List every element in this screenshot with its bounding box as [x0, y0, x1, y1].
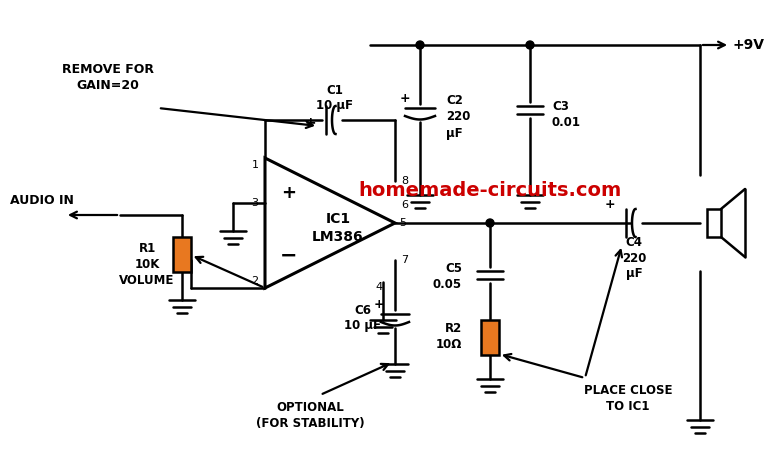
Text: 2: 2	[252, 276, 259, 286]
Text: C1
10 μF: C1 10 μF	[317, 84, 354, 113]
Text: R1
10K
VOLUME: R1 10K VOLUME	[120, 243, 174, 287]
Text: −: −	[280, 246, 298, 266]
Bar	[173, 238, 191, 272]
Text: +: +	[400, 93, 410, 106]
Text: C2
220
μF: C2 220 μF	[446, 94, 470, 140]
Text: AUDIO IN: AUDIO IN	[10, 194, 74, 207]
Text: IC1
LM386: IC1 LM386	[312, 213, 364, 244]
Text: 5: 5	[399, 218, 407, 228]
Text: 1: 1	[252, 160, 259, 170]
Text: C3
0.01: C3 0.01	[552, 100, 581, 129]
Text: +: +	[374, 298, 384, 311]
Text: R2
10Ω: R2 10Ω	[435, 323, 462, 352]
Text: 3: 3	[252, 199, 259, 208]
Text: PLACE CLOSE
TO IC1: PLACE CLOSE TO IC1	[584, 384, 672, 412]
Text: REMOVE FOR
GAIN=20: REMOVE FOR GAIN=20	[62, 64, 154, 93]
Text: homemade-circuits.com: homemade-circuits.com	[358, 180, 621, 199]
Bar	[707, 209, 721, 237]
Text: +: +	[604, 199, 615, 212]
Text: 7: 7	[401, 255, 408, 265]
Text: 6: 6	[401, 200, 408, 210]
Text: 4: 4	[375, 282, 383, 292]
Text: OPTIONAL
(FOR STABILITY): OPTIONAL (FOR STABILITY)	[256, 400, 364, 430]
Circle shape	[486, 219, 494, 227]
Text: +9V: +9V	[732, 38, 764, 52]
Text: C5
0.05: C5 0.05	[433, 263, 462, 292]
Text: C4
220
μF: C4 220 μF	[621, 235, 646, 280]
Text: +: +	[282, 184, 296, 202]
Circle shape	[416, 41, 424, 49]
Bar	[481, 319, 499, 354]
Text: C6
10 μF: C6 10 μF	[344, 304, 381, 332]
Text: +: +	[304, 116, 316, 130]
Text: 8: 8	[401, 176, 408, 186]
Circle shape	[526, 41, 534, 49]
